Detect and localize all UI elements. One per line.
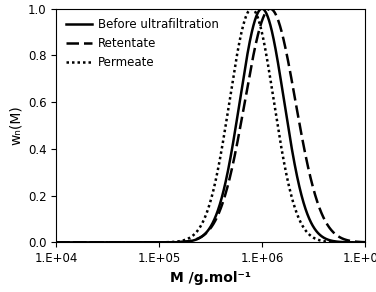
Before ultrafiltration [323,237,328,240]
Line: Retentate: Retentate [56,9,365,242]
Permeate [108,241,112,244]
Permeate [186,237,190,240]
Retentate [186,239,190,243]
Retentate [172,240,177,244]
Permeate [323,240,328,243]
Line: Before ultrafiltration: Before ultrafiltration [56,9,365,242]
Y-axis label: wₙ(M): wₙ(M) [9,106,23,145]
X-axis label: M /g.mol⁻¹: M /g.mol⁻¹ [170,271,251,285]
Before ultrafiltration [172,241,177,244]
Retentate [54,241,59,244]
Permeate [54,241,59,244]
Permeate [362,241,367,244]
Legend: Before ultrafiltration, Retentate, Permeate: Before ultrafiltration, Retentate, Perme… [62,15,222,72]
Permeate [89,241,94,244]
Retentate [89,241,94,244]
Before ultrafiltration [186,240,190,243]
Permeate [172,240,177,244]
Retentate [268,7,272,11]
Before ultrafiltration [356,241,361,244]
Before ultrafiltration [89,241,94,244]
Retentate [108,241,112,244]
Before ultrafiltration [54,241,59,244]
Permeate [249,7,254,11]
Retentate [323,220,328,223]
Permeate [356,241,361,244]
Before ultrafiltration [108,241,112,244]
Before ultrafiltration [260,7,264,11]
Retentate [356,240,361,244]
Before ultrafiltration [362,241,367,244]
Retentate [362,240,367,244]
Line: Permeate: Permeate [56,9,365,242]
